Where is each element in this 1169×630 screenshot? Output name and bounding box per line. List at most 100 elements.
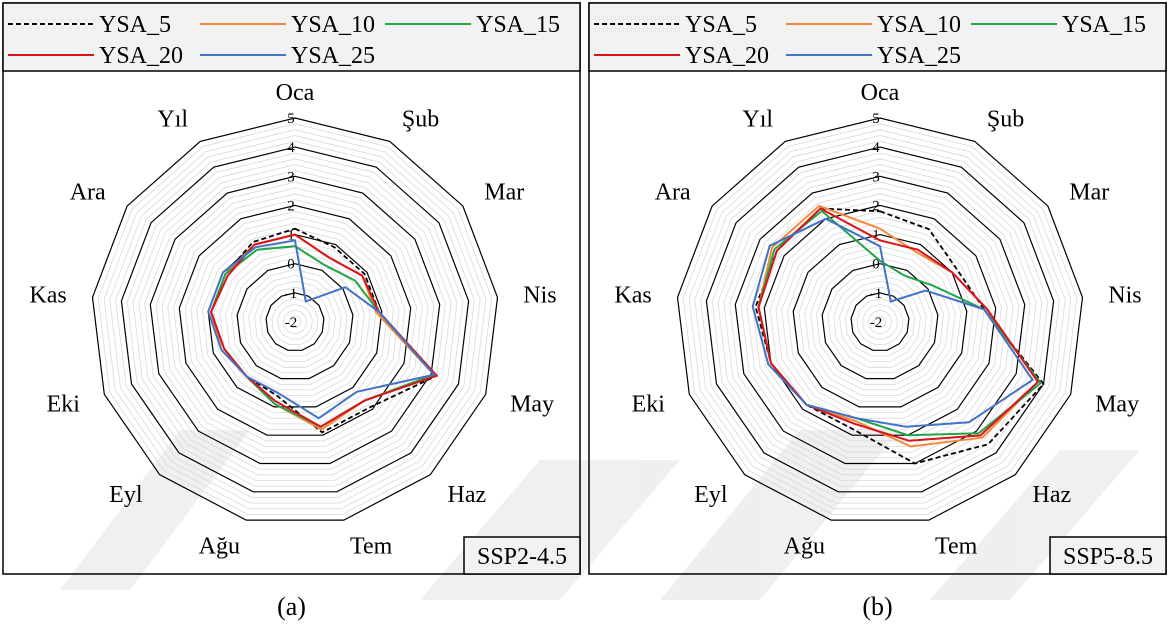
minor-ring <box>109 135 481 504</box>
minor-ring <box>740 181 1020 459</box>
legend-label: YSA_10 <box>291 12 375 38</box>
legend-label: YSA_25 <box>877 43 961 69</box>
legend-label: YSA_25 <box>291 43 375 69</box>
category-label: Kas <box>614 282 651 308</box>
major-ring <box>734 175 1026 465</box>
minor-ring <box>769 210 991 430</box>
major-ring <box>821 263 939 380</box>
minor-ring <box>144 170 446 470</box>
minor-ring <box>277 304 313 340</box>
radial-tick-label: -1 <box>870 286 883 302</box>
radial-tick-label: -2 <box>870 315 883 331</box>
series-ysa_20 <box>757 207 1040 442</box>
minor-ring <box>132 158 458 481</box>
category-label: Şub <box>402 106 439 132</box>
minor-ring <box>97 123 493 515</box>
minor-ring <box>219 245 371 397</box>
category-label: Yıl <box>157 106 188 132</box>
major-ring <box>705 146 1055 493</box>
minor-ring <box>138 164 452 476</box>
minor-ring <box>248 274 342 368</box>
minor-ring <box>103 129 487 510</box>
panel-caption: (b) <box>862 592 892 621</box>
category-label: Oca <box>276 80 315 106</box>
minor-ring <box>862 304 898 340</box>
legend-label: YSA_20 <box>99 43 183 69</box>
minor-ring <box>827 269 933 374</box>
category-label: Eki <box>47 392 81 418</box>
category-label: Mar <box>1069 179 1109 205</box>
category-label: Tem <box>350 533 393 559</box>
minor-ring <box>259 286 331 357</box>
radar-panel-2: YSA_5 YSA_10 YSA_15 YSA_20 YSA_25 -2 -1 0 1 2 3 4 5 O… <box>588 2 1167 621</box>
minor-ring <box>184 210 406 430</box>
legend-label: YSA_5 <box>685 12 757 38</box>
radial-tick-label: 0 <box>287 257 295 273</box>
minor-ring <box>804 245 956 397</box>
radar-grid: -2-1012345OcaŞubMarNisMayHazTemAğuEylEki… <box>29 80 556 559</box>
minor-ring <box>775 216 985 425</box>
minor-ring <box>711 152 1049 487</box>
major-ring <box>265 292 325 351</box>
minor-ring <box>225 251 365 391</box>
minor-ring <box>839 280 921 363</box>
legend: YSA_5 YSA_10 YSA_15 YSA_20 YSA_25 <box>588 2 1167 72</box>
major-ring <box>792 233 968 408</box>
minor-ring <box>844 286 916 357</box>
minor-ring <box>242 269 348 374</box>
minor-ring <box>155 181 435 459</box>
minor-ring <box>758 199 1002 442</box>
major-ring <box>91 117 499 521</box>
category-label: Eyl <box>694 482 728 508</box>
category-label: Nis <box>523 282 556 308</box>
scenario-badge <box>1049 536 1167 575</box>
minor-ring <box>717 158 1043 481</box>
major-ring <box>149 175 441 465</box>
radial-tick-label: 2 <box>872 198 880 214</box>
watermark <box>60 430 1140 600</box>
series-ysa_5 <box>210 227 439 434</box>
minor-ring <box>781 222 979 419</box>
radial-tick-label: 4 <box>872 140 880 156</box>
category-label: May <box>1095 392 1139 418</box>
minor-ring <box>723 164 1037 476</box>
series-ysa_25 <box>751 217 1034 428</box>
minor-ring <box>700 140 1060 498</box>
minor-ring <box>694 135 1066 504</box>
minor-ring <box>196 222 394 419</box>
series-ysa_20 <box>210 233 439 428</box>
legend-label: YSA_15 <box>476 12 560 38</box>
scenario-label: SSP2-4.5 <box>477 544 567 570</box>
radial-tick-label: 1 <box>872 228 880 244</box>
category-label: Tem <box>935 533 978 559</box>
legend-label: YSA_5 <box>99 12 171 38</box>
minor-ring <box>254 280 336 363</box>
series-ysa_15 <box>757 209 1043 437</box>
category-label: Oca <box>861 80 900 106</box>
legend-box <box>2 2 581 72</box>
minor-ring <box>786 228 974 413</box>
minor-ring <box>173 199 417 442</box>
minor-ring <box>190 216 400 425</box>
radial-tick-label: -2 <box>285 315 298 331</box>
category-label: Kas <box>29 282 66 308</box>
category-label: May <box>510 392 554 418</box>
legend-label: YSA_15 <box>1062 12 1146 38</box>
radar-grid: -2-1012345OcaŞubMarNisMayHazTemAğuEylEki… <box>614 80 1141 559</box>
category-label: Eki <box>632 392 666 418</box>
category-label: Eyl <box>109 482 143 508</box>
scenario-label: SSP5-8.5 <box>1063 544 1153 570</box>
minor-ring <box>688 129 1072 510</box>
legend: YSA_5 YSA_10 YSA_15 YSA_20 YSA_25 <box>2 2 581 72</box>
minor-ring <box>161 187 429 453</box>
category-label: Ağu <box>199 533 240 559</box>
scenario-badge <box>463 536 581 575</box>
category-label: Ara <box>70 179 106 205</box>
major-ring <box>236 263 354 380</box>
major-ring <box>178 204 412 436</box>
minor-ring <box>282 309 308 334</box>
minor-ring <box>815 257 945 385</box>
category-label: Ara <box>655 179 691 205</box>
series-ysa_15 <box>210 245 436 428</box>
